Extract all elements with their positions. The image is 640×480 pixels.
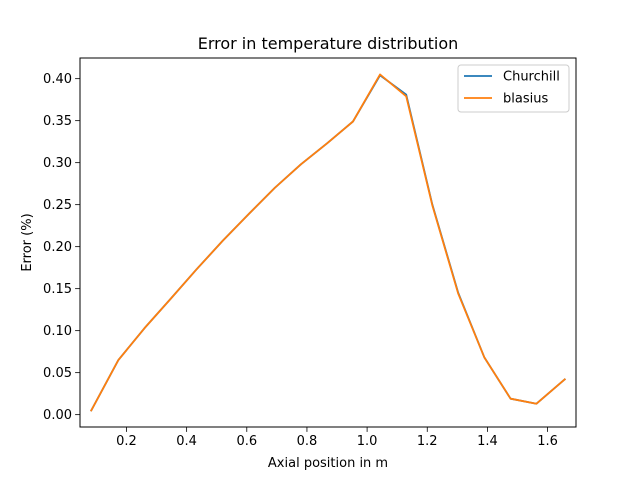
legend-label: Churchill — [503, 70, 560, 85]
y-tick-label: 0.15 — [43, 282, 72, 297]
y-tick-label: 0.00 — [43, 408, 72, 423]
x-tick-label: 1.0 — [357, 434, 378, 449]
y-tick-label: 0.25 — [43, 198, 72, 213]
x-tick-label: 0.6 — [236, 434, 257, 449]
y-axis: 0.00 0.05 0.10 0.15 0.20 0.25 0.30 0.35 0.40 — [43, 72, 80, 423]
y-axis-label: Error (%) — [20, 213, 35, 271]
x-tick-label: 1.6 — [537, 434, 558, 449]
series-line-blasius — [90, 73, 566, 412]
chart-title: Error in temperature distribution — [198, 34, 459, 53]
x-tick-label: 1.4 — [477, 434, 498, 449]
y-tick-label: 0.35 — [43, 114, 72, 129]
plot-area — [79, 57, 577, 428]
y-tick-label: 0.20 — [43, 240, 72, 255]
x-tick-label: 0.4 — [176, 434, 197, 449]
y-tick-label: 0.10 — [43, 324, 72, 339]
y-tick-label: 0.30 — [43, 156, 72, 171]
x-tick-label: 1.2 — [417, 434, 438, 449]
x-tick-label: 0.2 — [116, 434, 137, 449]
legend-label: blasius — [503, 92, 548, 107]
x-tick-label: 0.8 — [297, 434, 318, 449]
legend: Churchill blasius — [457, 64, 570, 113]
series-lines — [90, 73, 566, 412]
x-axis-label: Axial position in m — [268, 456, 388, 471]
y-tick-label: 0.05 — [43, 366, 72, 381]
y-tick-label: 0.40 — [43, 72, 72, 87]
x-axis: 0.2 0.4 0.6 0.8 1.0 1.2 1.4 1.6 — [116, 427, 558, 449]
